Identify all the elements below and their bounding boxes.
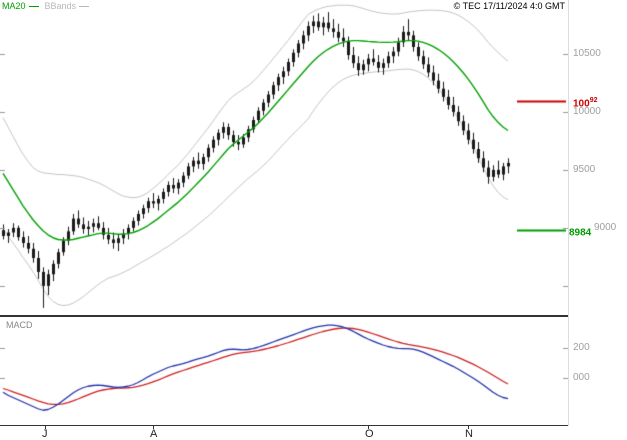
price-chart-canvas <box>0 0 568 316</box>
price-tick-9000: 9000 <box>594 222 617 233</box>
bbands-line-swatch <box>79 5 90 7</box>
x-axis-line <box>0 425 568 426</box>
price-tick-10000: 10000 <box>573 106 601 117</box>
panel-separator <box>0 315 568 317</box>
upper-ref-price-label: 10092 <box>573 95 597 110</box>
month-tick <box>45 425 46 429</box>
legend-label-bbands: BBands <box>44 1 77 11</box>
lower-ref-price-main: 8984 <box>569 227 592 239</box>
upper-ref-price-main: 100 <box>573 98 590 110</box>
macd-chart-canvas <box>0 318 568 426</box>
right-axis-border <box>568 0 569 426</box>
legend-item-ma20: MA20 <box>2 1 39 11</box>
month-label: N <box>465 428 473 440</box>
legend: MA20 BBands <box>2 1 90 11</box>
month-tick <box>153 425 154 429</box>
macd-tick-000: 000 <box>573 372 590 383</box>
month-label: O <box>365 428 374 440</box>
legend-label-ma20: MA20 <box>2 1 26 11</box>
month-label: A <box>150 428 158 440</box>
lower-ref-price-label: 8984 <box>569 224 591 239</box>
month-tick <box>468 425 469 429</box>
ma20-line-swatch <box>28 5 39 7</box>
month-label: J <box>42 428 48 440</box>
legend-item-bbands: BBands <box>45 1 90 11</box>
copyright-notice: © TEC 17/11/2024 4:0 GMT <box>453 1 565 11</box>
price-tick-9500: 9500 <box>573 164 596 175</box>
month-tick <box>368 425 369 429</box>
price-tick-10500: 10500 <box>573 48 601 59</box>
upper-ref-price-sup: 92 <box>589 97 598 104</box>
macd-panel-title: MACD <box>6 320 33 330</box>
macd-tick-200: 200 <box>573 342 590 353</box>
